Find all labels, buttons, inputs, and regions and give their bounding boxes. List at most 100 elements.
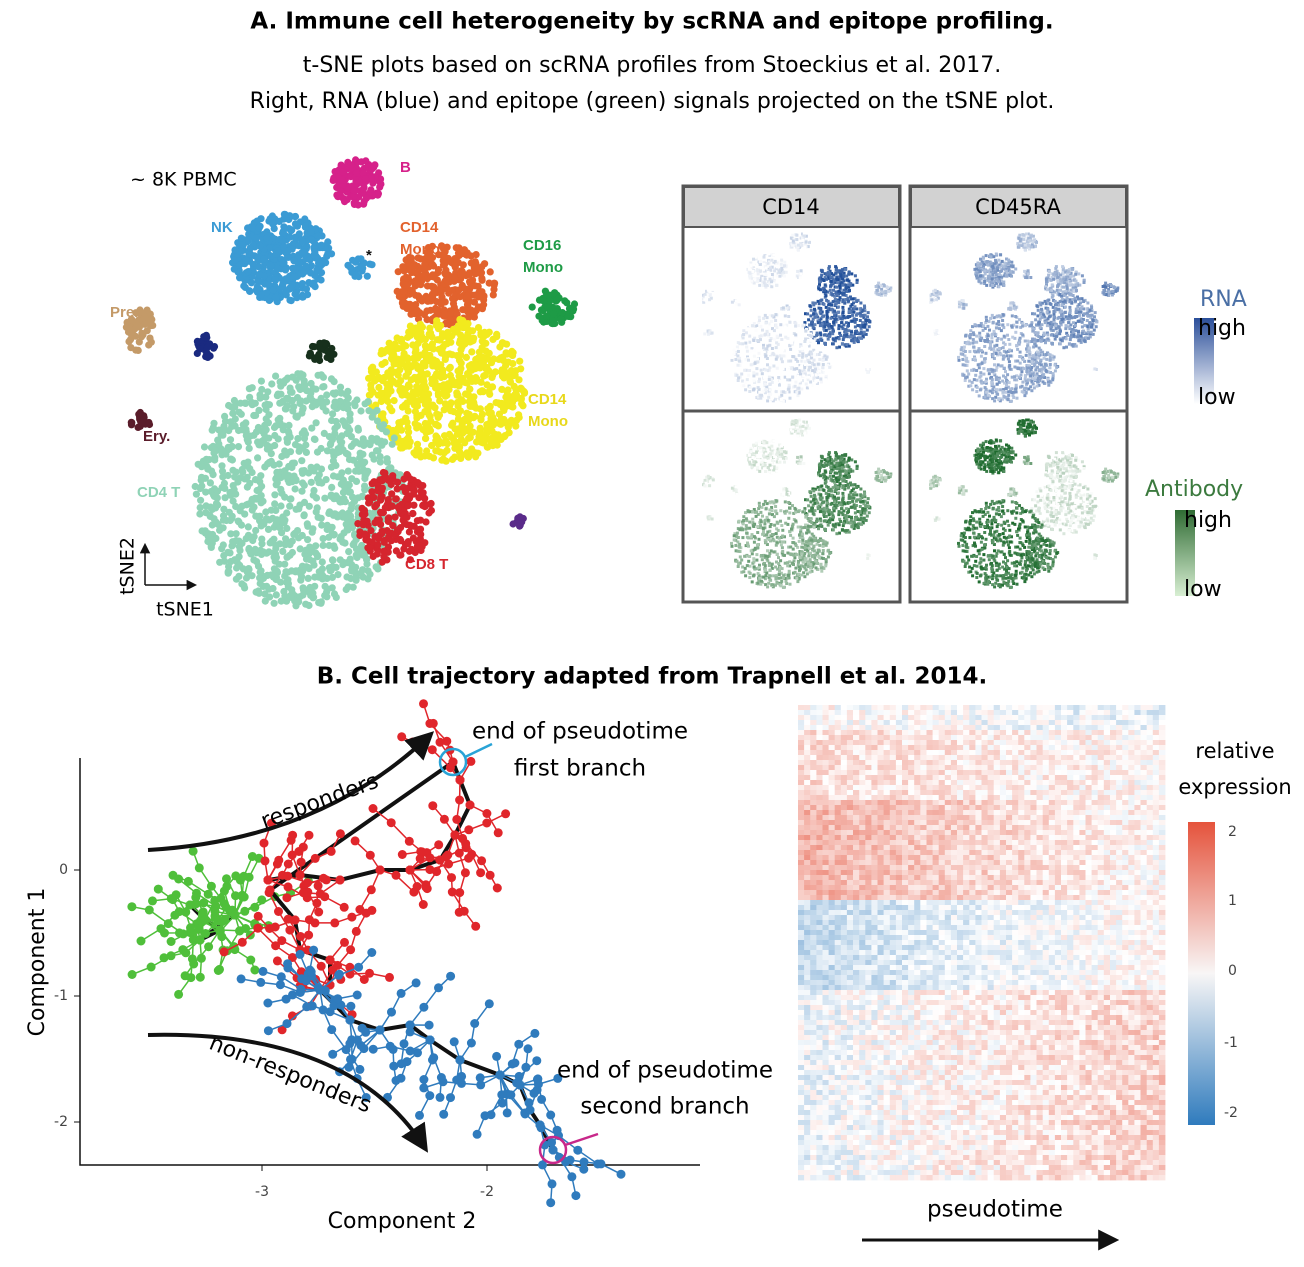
heatmap-cell (927, 860, 934, 865)
heatmap-cell (1043, 920, 1050, 925)
heatmap-cell (1110, 950, 1117, 955)
heatmap-cell (920, 730, 927, 735)
heatmap-cell (982, 705, 989, 710)
heatmap-cell (1104, 740, 1111, 745)
heatmap-cell (1128, 950, 1135, 955)
heatmap-cell (939, 740, 946, 745)
heatmap-cell (1134, 805, 1141, 810)
heatmap-cell (914, 795, 921, 800)
heatmap-cell (951, 865, 958, 870)
heatmap-cell (1159, 1010, 1166, 1015)
heatmap-cell (1086, 920, 1093, 925)
heatmap-cell (1006, 895, 1013, 900)
heatmap-cell (1122, 780, 1129, 785)
heatmap-cell (1086, 885, 1093, 890)
heatmap-cell (920, 890, 927, 895)
heatmap-cell (945, 800, 952, 805)
cell-node (553, 1126, 562, 1135)
heatmap-cell (847, 850, 854, 855)
heatmap-cell (994, 750, 1001, 755)
heatmap-cell (798, 990, 805, 995)
heatmap-cell (1134, 925, 1141, 930)
heatmap-cell (859, 835, 866, 840)
cell-node (546, 1198, 555, 1207)
heatmap-cell (957, 965, 964, 970)
heatmap-cell (1000, 785, 1007, 790)
heatmap-cell (988, 940, 995, 945)
heatmap-cell (847, 830, 854, 835)
heatmap-cell (1055, 855, 1062, 860)
heatmap-cell (1104, 1050, 1111, 1055)
heatmap-cell (957, 705, 964, 710)
heatmap-cell (890, 800, 897, 805)
heatmap-cell (1055, 830, 1062, 835)
heatmap-cell (1092, 935, 1099, 940)
heatmap-cell (1147, 870, 1154, 875)
heatmap-cell (969, 940, 976, 945)
heatmap-cell (841, 895, 848, 900)
heatmap-cell (1018, 725, 1024, 730)
heatmap-cell (1153, 1005, 1160, 1010)
cell-node (291, 916, 300, 925)
heatmap-cell (1006, 915, 1013, 920)
cell-node (503, 1108, 512, 1117)
heatmap-cell (1098, 925, 1105, 930)
heatmap-cell (1079, 830, 1086, 835)
heatmap-cell (994, 900, 1001, 905)
heatmap-cell (1030, 850, 1037, 855)
heatmap-cell (994, 795, 1001, 800)
heatmap-cell (1147, 955, 1154, 960)
heatmap-cell (945, 870, 952, 875)
heatmap-cell (945, 835, 952, 840)
heatmap-cell (1134, 945, 1141, 950)
heatmap-cell (939, 885, 946, 890)
heatmap-cell (945, 1030, 952, 1035)
cell-node (204, 890, 213, 899)
heatmap-cell (878, 770, 885, 775)
heatmap-cell (975, 1010, 982, 1015)
heatmap-cell (1116, 770, 1123, 775)
heatmap-cell (804, 835, 811, 840)
heatmap-cell (1006, 1035, 1013, 1040)
heatmap-cell (945, 765, 952, 770)
heatmap-cell (933, 745, 940, 750)
heatmap-cell (1104, 880, 1111, 885)
heatmap-cell (1079, 775, 1086, 780)
heatmap-cell (914, 915, 921, 920)
heatmap-cell (1098, 820, 1105, 825)
heatmap-cell (902, 965, 909, 970)
heatmap-cell (1134, 1000, 1141, 1005)
heatmap-cell (816, 765, 823, 770)
heatmap-cell (1086, 750, 1093, 755)
heatmap-cell (1073, 945, 1080, 950)
heatmap-cell (823, 850, 830, 855)
heatmap-cell (841, 900, 848, 905)
cell-node (299, 843, 308, 852)
heatmap-cell (1030, 925, 1037, 930)
heatmap-cell (829, 905, 836, 910)
heatmap-cell (1159, 750, 1166, 755)
heatmap-cell (1153, 1015, 1160, 1020)
heatmap-cell (1067, 855, 1074, 860)
heatmap-cell (1067, 745, 1074, 750)
heatmap-cell (853, 1000, 860, 1005)
heatmap-cell (1037, 995, 1044, 1000)
heatmap-cell (810, 810, 817, 815)
heatmap-cell (1159, 850, 1166, 855)
figure-content: A. Immune cell heterogeneity by scRNA an… (25, 9, 1292, 1241)
heatmap-cell (890, 1010, 897, 1015)
heatmap-cell (810, 750, 817, 755)
heatmap-cell (1055, 715, 1062, 720)
heatmap-cell (1159, 745, 1166, 750)
heatmap-cell (1104, 935, 1111, 940)
heatmap-cell (1098, 870, 1105, 875)
heatmap-cell (1049, 790, 1056, 795)
heatmap-cell (1159, 785, 1166, 790)
heatmap-cell (1037, 875, 1044, 880)
heatmap-cell (1092, 1000, 1099, 1005)
heatmap-cell (908, 990, 915, 995)
heatmap-cell (1061, 900, 1068, 905)
heatmap-cell (890, 715, 897, 720)
heatmap-cell (865, 830, 872, 835)
heatmap-cell (1006, 980, 1013, 985)
